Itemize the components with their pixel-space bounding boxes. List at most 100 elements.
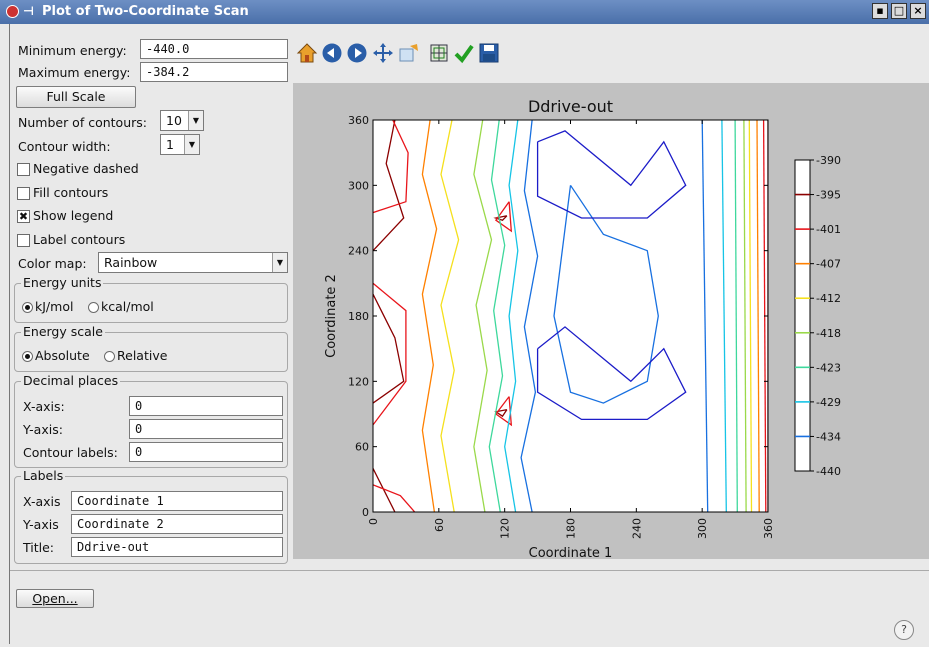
relative-radio[interactable]: [104, 351, 115, 362]
contour-line: [373, 120, 405, 252]
colorbar-tick-label: -395: [816, 189, 841, 202]
absolute-label: Absolute: [35, 348, 90, 363]
plot-title-label: Title:: [23, 540, 54, 555]
energy-scale-group: Energy scale Absolute Relative: [14, 324, 288, 372]
contour-line: [494, 408, 508, 418]
y-axis-label-field[interactable]: Coordinate 2: [71, 514, 283, 534]
x-axis-decimal-label: X-axis:: [23, 399, 65, 414]
x-axis-label-label: X-axis: [23, 494, 61, 509]
back-icon[interactable]: [321, 42, 343, 64]
kjmol-label: kJ/mol: [35, 299, 74, 314]
show-legend-checkbox[interactable]: ✖: [17, 210, 30, 223]
open-button[interactable]: Open...: [16, 589, 94, 608]
y-tick-label: 240: [348, 245, 369, 258]
contour-line: [734, 120, 738, 512]
contour-line: [373, 120, 409, 214]
contour-width-select[interactable]: 1 ▼: [160, 134, 200, 155]
contour-line: [488, 120, 506, 512]
chevron-down-icon[interactable]: ▼: [272, 253, 287, 272]
contour-line: [743, 120, 747, 512]
contour-line: [421, 120, 438, 512]
absolute-radio[interactable]: [22, 351, 33, 362]
forward-icon[interactable]: [346, 42, 368, 64]
x-axis-decimal-field[interactable]: 0: [129, 396, 283, 416]
subplots-icon[interactable]: [428, 42, 450, 64]
label-contours-label: Label contours: [33, 232, 126, 247]
contour-line: [504, 120, 519, 512]
negative-dashed-label: Negative dashed: [33, 161, 139, 176]
y-tick-label: 180: [348, 310, 369, 323]
x-tick-label: 300: [696, 518, 709, 539]
decimal-places-group: Decimal places X-axis: 0 Y-axis: 0 Conto…: [14, 373, 288, 468]
contour-labels-decimal-field[interactable]: 0: [129, 442, 283, 462]
title-bar[interactable]: ⊣ Plot of Two-Coordinate Scan ▪ □ ×: [0, 0, 929, 24]
y-axis-decimal-label: Y-axis:: [23, 422, 63, 437]
pin-icon[interactable]: ⊣: [23, 4, 34, 18]
energy-units-title: Energy units: [21, 275, 104, 290]
contour-labels-decimal-label: Contour labels:: [23, 445, 118, 460]
bottom-divider: [10, 570, 929, 571]
contour-width-value: 1: [166, 137, 174, 152]
x-tick-label: 360: [762, 518, 775, 539]
min-energy-field[interactable]: -440.0: [140, 39, 288, 59]
zoom-icon[interactable]: [398, 42, 420, 64]
kjmol-radio[interactable]: [22, 302, 33, 313]
contour-line: [536, 326, 687, 421]
y-tick-label: 60: [355, 441, 369, 454]
colorbar-tick-label: -401: [816, 223, 841, 236]
contour-line: [756, 120, 760, 512]
colorbar-tick-label: -423: [816, 361, 841, 374]
contour-line: [536, 130, 687, 219]
minimize-icon[interactable]: ▪: [872, 3, 888, 19]
chart-title: Ddrive-out: [528, 97, 613, 116]
save-icon[interactable]: [478, 42, 500, 64]
color-map-select[interactable]: Rainbow ▼: [98, 252, 288, 273]
contour-line: [748, 120, 753, 512]
contour-line: [473, 120, 493, 512]
max-energy-label: Maximum energy:: [18, 65, 131, 80]
check-icon[interactable]: [453, 42, 475, 64]
negative-dashed-checkbox[interactable]: [17, 163, 30, 176]
y-tick-label: 0: [362, 506, 369, 519]
kcalmol-radio[interactable]: [88, 302, 99, 313]
colorbar-tick-label: -390: [816, 154, 841, 167]
chevron-down-icon[interactable]: ▼: [188, 111, 203, 130]
colorbar-tick-label: -412: [816, 292, 841, 305]
home-icon[interactable]: [296, 42, 318, 64]
fill-contours-label: Fill contours: [33, 185, 109, 200]
maximize-icon[interactable]: □: [891, 3, 907, 19]
labels-title: Labels: [21, 468, 66, 483]
contour-line: [373, 293, 405, 404]
max-energy-field[interactable]: -384.2: [140, 62, 288, 82]
plot-title-field[interactable]: Ddrive-out: [71, 537, 283, 557]
num-contours-select[interactable]: 10 ▼: [160, 110, 204, 131]
contour-line: [494, 201, 513, 233]
fill-contours-checkbox[interactable]: [17, 187, 30, 200]
y-axis-label-label: Y-axis: [23, 517, 59, 532]
contour-line: [440, 120, 460, 512]
y-axis-label: Coordinate 2: [324, 274, 339, 358]
pan-icon[interactable]: [372, 42, 394, 64]
relative-label: Relative: [117, 348, 168, 363]
colorbar: [794, 159, 811, 472]
x-tick-label: 0: [367, 518, 380, 525]
num-contours-value: 10: [166, 113, 182, 128]
label-contours-checkbox[interactable]: [17, 234, 30, 247]
colorbar-tick-label: -418: [816, 327, 841, 340]
show-legend-label: Show legend: [33, 208, 114, 223]
close-icon[interactable]: ×: [910, 3, 926, 19]
y-axis-decimal-field[interactable]: 0: [129, 419, 283, 439]
x-tick-label: 180: [565, 518, 578, 539]
energy-scale-title: Energy scale: [21, 324, 105, 339]
chevron-down-icon[interactable]: ▼: [184, 135, 199, 154]
full-scale-button[interactable]: Full Scale: [16, 86, 136, 108]
color-map-value: Rainbow: [104, 255, 158, 270]
x-axis-label: Coordinate 1: [529, 546, 613, 559]
decimal-places-title: Decimal places: [21, 373, 121, 388]
y-tick-label: 300: [348, 179, 369, 192]
x-axis-label-field[interactable]: Coordinate 1: [71, 491, 283, 511]
colorbar-tick-label: -407: [816, 258, 841, 271]
energy-units-group: Energy units kJ/mol kcal/mol: [14, 275, 288, 323]
help-icon[interactable]: ?: [894, 620, 914, 640]
min-energy-label: Minimum energy:: [18, 43, 127, 58]
